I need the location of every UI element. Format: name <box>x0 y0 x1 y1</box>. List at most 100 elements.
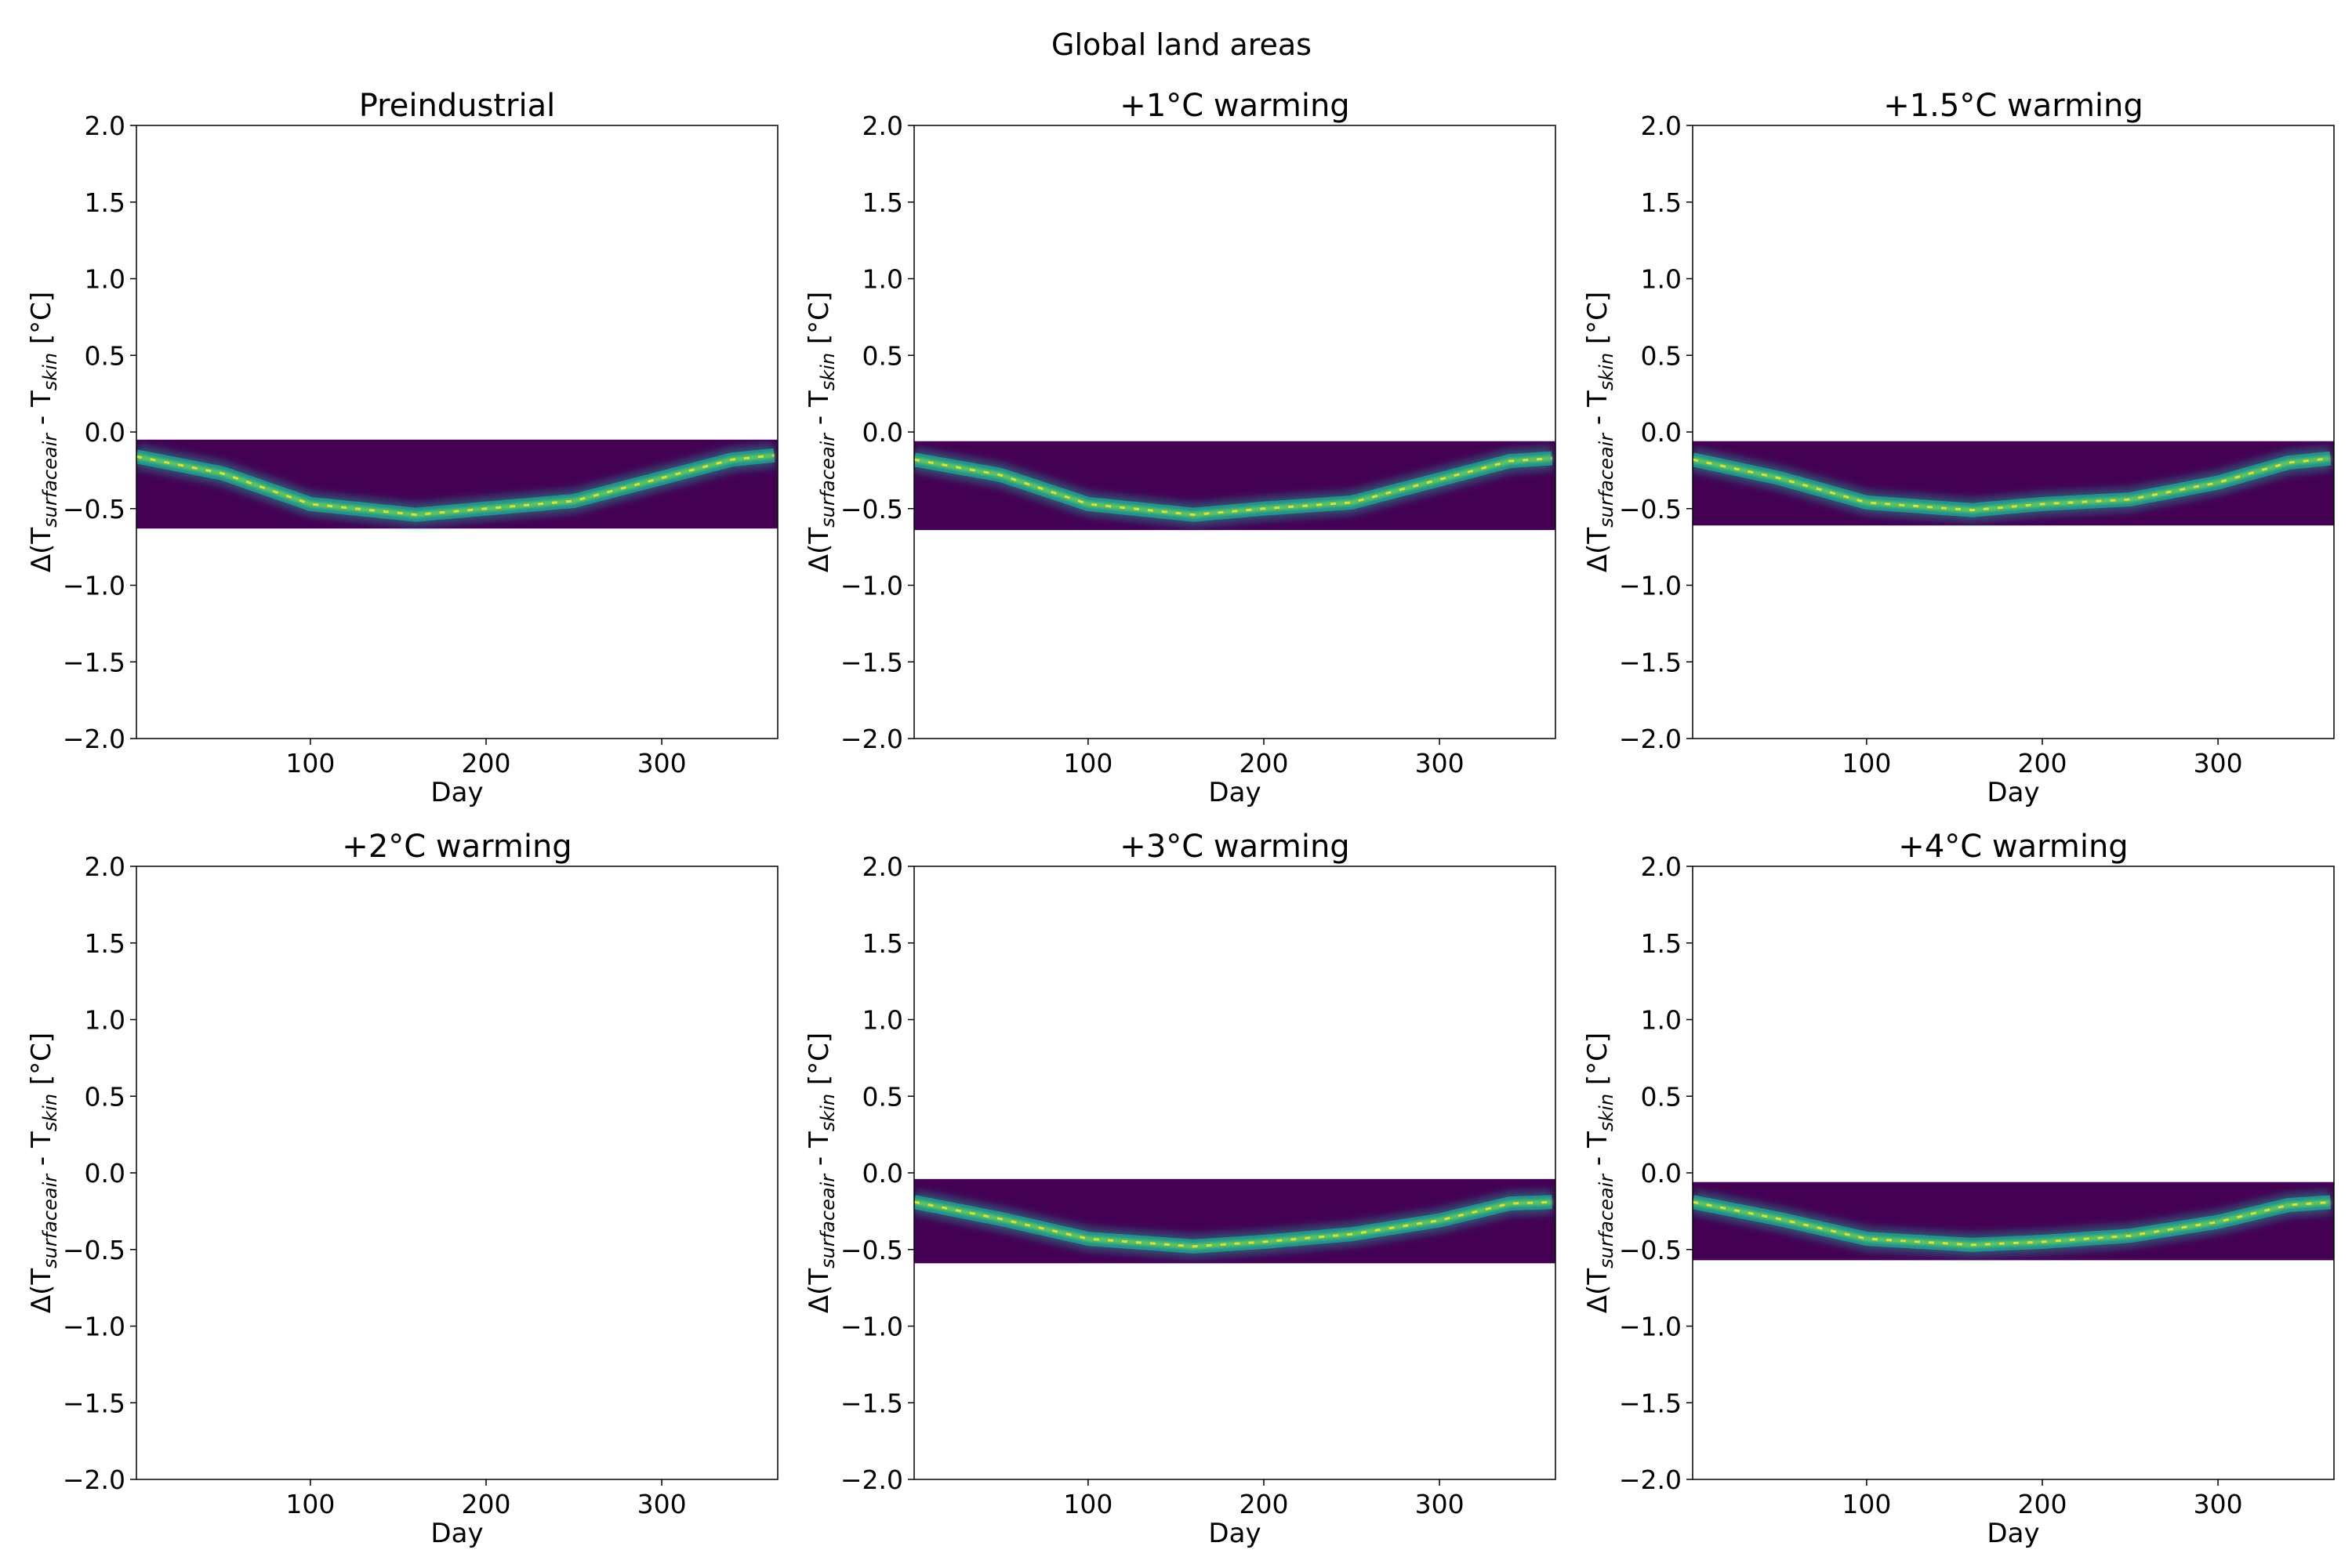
y-tick-label: 2.0 <box>85 111 125 141</box>
plot-frame <box>913 866 1556 1480</box>
y-axis-label-part: surfaceair <box>1595 432 1617 528</box>
y-tick-label: 1.0 <box>862 264 903 295</box>
x-tick-label: 200 <box>461 748 510 779</box>
plot-frame <box>136 866 779 1480</box>
y-tick-label: −1.0 <box>1619 1312 1682 1342</box>
y-tick-label: −0.5 <box>63 494 125 524</box>
panel-title: +4°C warming <box>1898 829 2128 865</box>
x-tick-label: 300 <box>1415 1489 1465 1519</box>
density-peak <box>136 454 775 517</box>
y-axis-label-part: - T <box>804 390 835 434</box>
panel-title: +3°C warming <box>1120 829 1349 865</box>
y-tick-label: 1.0 <box>85 264 125 295</box>
panels: Preindustrial 2.0 1.5 1.0 0.5 0.0 −0.5 −1.0 −1.5… <box>26 88 2335 1549</box>
y-tick-label: −0.5 <box>1619 1235 1682 1265</box>
heatmap <box>136 439 778 529</box>
density-peak <box>1693 1200 2331 1247</box>
y-tick-label: 0.0 <box>1641 1158 1682 1189</box>
plot-frame <box>1692 125 2335 739</box>
x-axis-label: Day <box>430 1518 483 1549</box>
y-axis-label: Δ(Tsurfaceair - Tskin [°C] <box>1582 1033 1617 1313</box>
y-tick-label: 1.0 <box>1641 264 1682 295</box>
y-tick-label: −1.0 <box>840 571 903 601</box>
y-axis-label-part: - T <box>26 1131 57 1174</box>
y-tick-label: 2.0 <box>1641 851 1682 882</box>
panel-6: +4°C warming 2.0 1.5 1.0 0.5 0.0 −0.5 −1.0 −1.5 −… <box>1582 829 2335 1549</box>
y-tick-label: 0.5 <box>85 1081 125 1112</box>
x-tick-label: 200 <box>2017 1489 2067 1519</box>
y-tick-label: 1.0 <box>862 1005 903 1036</box>
x-tick-label: 200 <box>2017 748 2067 779</box>
y-axis-label: Δ(Tsurfaceair - Tskin [°C] <box>26 1033 61 1313</box>
y-axis-label-part: [°C] <box>1582 292 1613 353</box>
y-axis-label-part: skin <box>817 1094 839 1131</box>
y-axis-label-part: Δ(T <box>804 1269 835 1314</box>
y-axis-label-part: skin <box>1595 1094 1617 1131</box>
density-peak <box>1693 457 2331 512</box>
panel-4: +2°C warming 2.0 1.5 1.0 0.5 0.0 −0.5 −1.0 −1.5 −… <box>26 829 779 1549</box>
x-tick-label: 100 <box>285 748 335 779</box>
panel-2: +1°C warming 2.0 1.5 1.0 0.5 0.0 −0.5 −1.0 −1.5 −… <box>804 88 1556 808</box>
y-axis-label-part: skin <box>39 1094 61 1131</box>
figure-suptitle: Global land areas <box>1051 27 1312 62</box>
y-axis-label: Δ(Tsurfaceair - Tskin [°C] <box>804 292 839 572</box>
y-tick-label: −2.0 <box>63 724 125 754</box>
y-tick-label: 0.5 <box>1641 1081 1682 1112</box>
y-axis-label-part: - T <box>804 1131 835 1174</box>
x-tick-label: 100 <box>1063 1489 1112 1519</box>
y-axis-label-part: surfaceair <box>39 432 61 528</box>
y-axis-label-part: Δ(T <box>1582 528 1613 573</box>
y-tick-label: 0.5 <box>1641 340 1682 371</box>
y-axis-label-part: surfaceair <box>817 432 839 528</box>
y-tick-label: 2.0 <box>85 851 125 882</box>
x-tick-label: 100 <box>1842 1489 1891 1519</box>
y-axis-label-part: skin <box>817 353 839 390</box>
x-tick-label: 300 <box>637 748 687 779</box>
y-tick-label: −0.5 <box>63 1235 125 1265</box>
y-tick-label: −0.5 <box>840 1235 903 1265</box>
heatmap <box>914 1178 1555 1264</box>
y-tick-label: −2.0 <box>63 1465 125 1495</box>
x-tick-label: 300 <box>2194 748 2243 779</box>
x-axis-label: Day <box>1208 1518 1261 1549</box>
y-tick-label: −0.5 <box>1619 494 1682 524</box>
y-tick-label: 1.0 <box>85 1005 125 1036</box>
heatmap <box>1693 1181 2334 1261</box>
y-tick-label: 0.5 <box>862 1081 903 1112</box>
y-axis-label-part: [°C] <box>1582 1033 1613 1094</box>
y-tick-label: −1.0 <box>1619 571 1682 601</box>
y-tick-label: −0.5 <box>840 494 903 524</box>
x-tick-label: 200 <box>1239 1489 1288 1519</box>
y-tick-label: 1.5 <box>85 928 125 959</box>
y-tick-label: 1.5 <box>1641 187 1682 218</box>
x-tick-label: 200 <box>461 1489 510 1519</box>
panel-title: +1.5°C warming <box>1883 88 2143 124</box>
panel-title: +2°C warming <box>342 829 572 865</box>
y-tick-label: 1.0 <box>1641 1005 1682 1036</box>
y-tick-label: −2.0 <box>840 1465 903 1495</box>
y-tick-label: −1.0 <box>63 1312 125 1342</box>
y-tick-label: −2.0 <box>1619 724 1682 754</box>
y-axis-label-part: surfaceair <box>817 1173 839 1269</box>
y-axis-label-part: skin <box>39 353 61 390</box>
y-tick-label: −1.5 <box>63 647 125 677</box>
y-tick-label: −1.5 <box>63 1388 125 1418</box>
panel-5: +3°C warming 2.0 1.5 1.0 0.5 0.0 −0.5 −1.0 −1.5 −… <box>804 829 1556 1549</box>
x-tick-label: 300 <box>637 1489 687 1519</box>
panel-1: Preindustrial 2.0 1.5 1.0 0.5 0.0 −0.5 −1.0 −1.5… <box>26 88 779 808</box>
y-tick-label: −1.5 <box>1619 647 1682 677</box>
y-axis-label-part: Δ(T <box>1582 1269 1613 1314</box>
y-tick-label: 2.0 <box>862 851 903 882</box>
x-tick-label: 100 <box>285 1489 335 1519</box>
y-axis-label-part: - T <box>1582 1131 1613 1174</box>
y-tick-label: 1.5 <box>85 187 125 218</box>
y-tick-label: −1.5 <box>1619 1388 1682 1418</box>
y-axis-label-part: surfaceair <box>1595 1173 1617 1269</box>
x-axis-label: Day <box>1208 777 1261 808</box>
y-axis-label-part: surfaceair <box>39 1173 61 1269</box>
x-tick-label: 300 <box>2194 1489 2243 1519</box>
y-tick-label: 2.0 <box>1641 111 1682 141</box>
y-tick-label: 0.0 <box>85 417 125 448</box>
y-axis-label-part: Δ(T <box>804 528 835 573</box>
plot-frame <box>136 125 779 739</box>
